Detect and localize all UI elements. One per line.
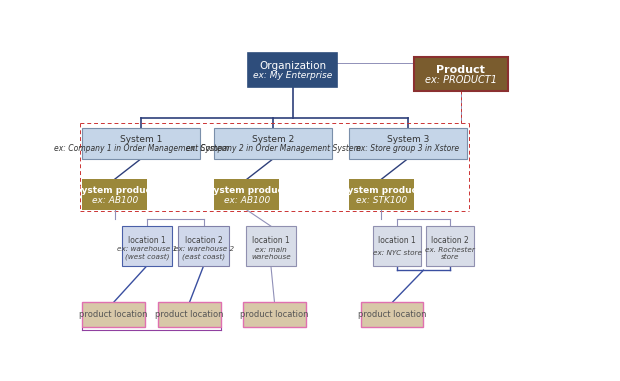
Text: Product: Product: [436, 65, 485, 75]
Text: System 1: System 1: [120, 135, 162, 144]
FancyBboxPatch shape: [215, 179, 279, 210]
Text: Organization: Organization: [259, 61, 326, 70]
FancyBboxPatch shape: [158, 303, 221, 327]
FancyBboxPatch shape: [82, 128, 200, 158]
Text: ex: Company 1 in Order Management System: ex: Company 1 in Order Management System: [54, 144, 229, 153]
Text: location 1: location 1: [128, 236, 166, 245]
Text: ex: warehouse 1
(west coast): ex: warehouse 1 (west coast): [117, 246, 177, 260]
FancyBboxPatch shape: [122, 226, 172, 266]
Text: ex: AB100: ex: AB100: [224, 196, 270, 205]
Text: ex: My Enterprise: ex: My Enterprise: [253, 72, 332, 80]
Text: System 3: System 3: [387, 135, 429, 144]
FancyBboxPatch shape: [179, 226, 229, 266]
Text: ex: warehouse 2
(east coast): ex: warehouse 2 (east coast): [174, 246, 234, 260]
Text: System product: System product: [74, 186, 155, 195]
FancyBboxPatch shape: [361, 303, 423, 327]
Text: ex: Store group 3 in Xstore: ex: Store group 3 in Xstore: [356, 144, 459, 153]
FancyBboxPatch shape: [82, 303, 145, 327]
Text: location 2: location 2: [185, 236, 223, 245]
Text: ex. Rochester
store: ex. Rochester store: [425, 247, 475, 259]
FancyBboxPatch shape: [349, 128, 467, 158]
Text: ex: AB100: ex: AB100: [92, 196, 138, 205]
Text: System product: System product: [206, 186, 287, 195]
FancyBboxPatch shape: [349, 179, 414, 210]
FancyBboxPatch shape: [426, 226, 474, 266]
Text: ex: NYC store: ex: NYC store: [373, 250, 422, 256]
Text: ex: STK100: ex: STK100: [356, 196, 407, 205]
Text: location 1: location 1: [252, 236, 290, 245]
Text: product location: product location: [155, 311, 224, 319]
FancyBboxPatch shape: [248, 53, 337, 87]
Text: product location: product location: [241, 311, 309, 319]
Text: location 1: location 1: [378, 236, 416, 245]
Text: location 2: location 2: [431, 236, 469, 245]
Text: product location: product location: [79, 311, 148, 319]
FancyBboxPatch shape: [246, 226, 296, 266]
Text: ex: main
warehouse: ex: main warehouse: [251, 247, 291, 259]
Text: System 2: System 2: [252, 135, 294, 144]
Text: System product: System product: [341, 186, 422, 195]
FancyBboxPatch shape: [243, 303, 306, 327]
FancyBboxPatch shape: [215, 128, 332, 158]
FancyBboxPatch shape: [414, 58, 508, 91]
Text: product location: product location: [358, 311, 427, 319]
FancyBboxPatch shape: [82, 179, 147, 210]
FancyBboxPatch shape: [373, 226, 421, 266]
Text: ex: Company 2 in Order Management System: ex: Company 2 in Order Management System: [186, 144, 361, 153]
Text: ex: PRODUCT1: ex: PRODUCT1: [425, 75, 497, 85]
